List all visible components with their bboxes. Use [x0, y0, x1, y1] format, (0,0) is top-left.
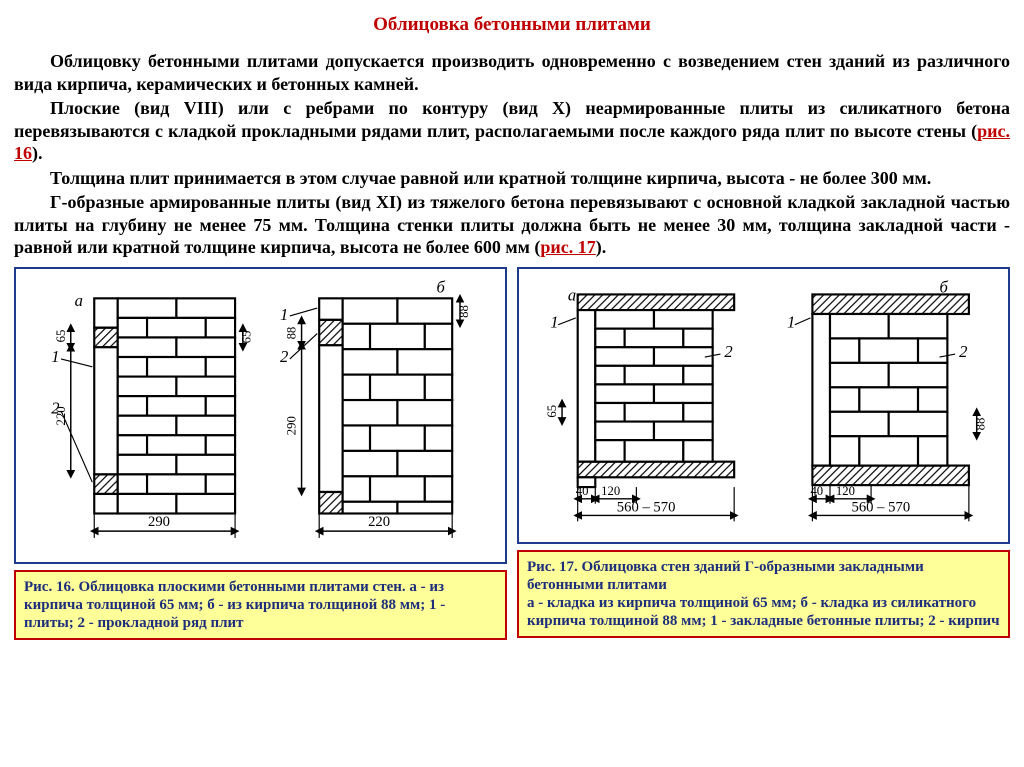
- fig16-a-hdim: 290: [148, 514, 170, 530]
- figures-row: а: [14, 267, 1010, 640]
- fig17-b-vdim: 88: [974, 417, 988, 430]
- fig17-a-c2: 2: [724, 342, 732, 361]
- fig16-a-label: а: [75, 291, 83, 310]
- p4-text-b: ).: [596, 237, 607, 257]
- paragraph-2: Плоские (вид VIII) или с ребрами по конт…: [14, 97, 1010, 165]
- fig16-panel-a: а: [51, 291, 254, 538]
- fig16-b-vdim-290: 290: [285, 416, 299, 435]
- fig17-b-hdim-120: 120: [836, 483, 855, 497]
- figure-16-caption: Рис. 16. Облицовка плоскими бетонными пл…: [14, 570, 507, 640]
- fig16-a-callout-1: 1: [51, 346, 59, 365]
- fig16-b-callout-2: 2: [280, 346, 288, 365]
- figure-17-drawing: а: [517, 267, 1010, 545]
- fig17-panel-b: б 1 2: [787, 277, 988, 521]
- fig16-b-side88: 88: [457, 305, 471, 318]
- fig17-b-hdim-560: 560 – 570: [852, 499, 911, 515]
- fig17-a-c1: 1: [550, 312, 558, 331]
- fig17-a-hdim-40: 40: [576, 483, 589, 497]
- fig17-panel-a: а: [545, 285, 734, 521]
- p2-text-b: ).: [32, 143, 43, 163]
- p4-text-a: Г-образные армированные плиты (вид XI) и…: [14, 192, 1010, 257]
- fig16-a-side65: 65: [240, 330, 254, 343]
- fig16-b-label: б: [437, 277, 446, 296]
- page-title: Облицовка бетонными плитами: [14, 14, 1010, 36]
- fig16-a-vdim-220: 220: [54, 406, 68, 425]
- figure-17-column: а: [517, 267, 1010, 640]
- p2-text-a: Плоские (вид VIII) или с ребрами по конт…: [14, 98, 1010, 141]
- fig17-b-c2: 2: [959, 342, 967, 361]
- paragraph-4: Г-образные армированные плиты (вид XI) и…: [14, 191, 1010, 259]
- fig16-b-vdim-88: 88: [285, 326, 299, 339]
- fig17-b-c1: 1: [787, 312, 795, 331]
- fig17-a-hdim-560: 560 – 570: [617, 499, 676, 515]
- fig17-a-vdim: 65: [545, 404, 559, 417]
- fig16-a-vdim-65: 65: [54, 329, 68, 342]
- paragraph-1: Облицовку бетонными плитами допускается …: [14, 50, 1010, 95]
- fig17-a-hdim-120: 120: [601, 483, 620, 497]
- figure-16-column: а: [14, 267, 507, 640]
- paragraph-3: Толщина плит принимается в этом случае р…: [14, 167, 1010, 190]
- ref-fig17: рис. 17: [540, 237, 595, 257]
- fig16-b-callout-1: 1: [280, 304, 288, 323]
- figure-16-drawing: а: [14, 267, 507, 564]
- fig17-a-label: а: [568, 285, 576, 304]
- fig16-b-hdim: 220: [368, 514, 390, 530]
- figure-17-caption: Рис. 17. Облицовка стен зданий Г-образны…: [517, 550, 1010, 638]
- fig16-panel-b: б: [280, 277, 471, 537]
- fig17-b-hdim-40: 40: [810, 483, 823, 497]
